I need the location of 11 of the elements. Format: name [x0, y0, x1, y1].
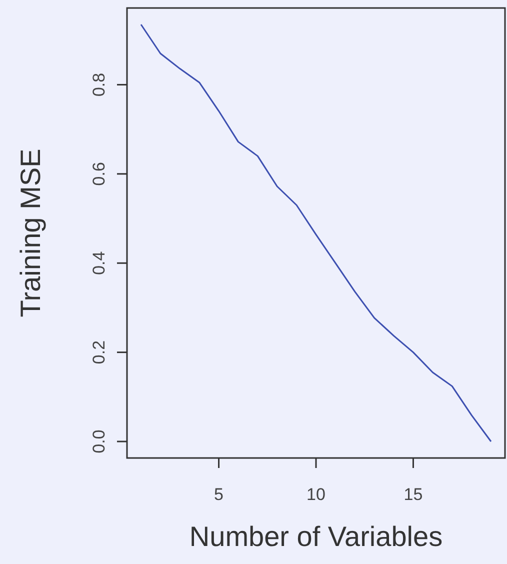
- x-tick-label: 10: [306, 485, 326, 504]
- x-axis-title: Number of Variables: [189, 521, 443, 552]
- x-tick-label: 15: [404, 485, 423, 504]
- y-tick-label: 0.4: [90, 251, 108, 275]
- y-tick-label: 0.0: [90, 430, 108, 454]
- y-tick-label: 0.6: [90, 162, 108, 186]
- x-tick-label: 5: [214, 485, 224, 504]
- y-tick-label: 0.2: [90, 340, 108, 364]
- line-series: [140, 24, 492, 442]
- y-tick-label: 0.8: [90, 72, 108, 97]
- y-axis-title: Training MSE: [15, 148, 46, 318]
